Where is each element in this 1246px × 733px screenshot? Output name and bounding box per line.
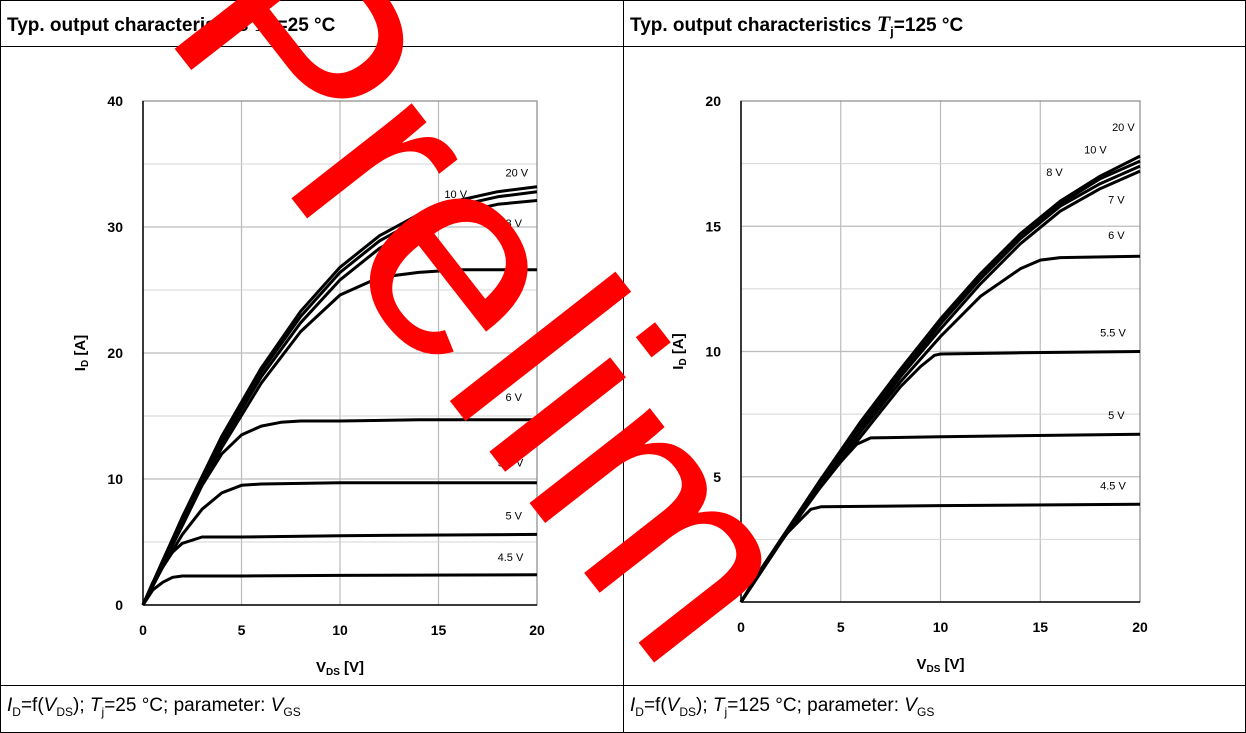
header-left-suffix: =25 °C	[276, 15, 336, 36]
caption-right-tsub: j	[724, 704, 728, 719]
left-chart-xtick-label-1: 5	[238, 622, 246, 638]
left-chart-series-label-6: 5 V	[505, 510, 522, 522]
right-chart-ytick-label-3: 15	[705, 218, 721, 234]
caption-right-isub: D	[635, 704, 644, 719]
header-left-prefix: Typ. output characteristics	[7, 15, 254, 36]
left-chart-xtick-label-2: 10	[332, 622, 348, 638]
caption-right-cell: ID=f(VDS); Tj=125 °C; parameter: VGS	[623, 685, 1246, 733]
caption-right-p: V	[904, 695, 917, 716]
caption-left-mid2: );	[73, 695, 90, 716]
right-chart-xtick-label-4: 20	[1132, 619, 1148, 635]
right-chart-ytick-label-2: 10	[705, 344, 721, 360]
left-chart-series-label-1: 10 V	[444, 189, 467, 201]
left-chart-series-line-4	[141, 418, 537, 606]
left-chart-series-label-3: 7 V	[505, 247, 522, 259]
right-chart-y-axis-label: ID [A]	[670, 333, 689, 369]
header-right-cell: Typ. output characteristics Tj=125 °C	[623, 0, 1246, 47]
left-chart-xtick-label-3: 15	[431, 622, 447, 638]
header-right-subscript: j	[890, 23, 894, 39]
output-characteristics-chart-25c: 0 5 10 15 20 0 10 20 30 40 VDS [V] ID [A] 20 V 10 V 8 …	[72, 93, 545, 678]
left-chart-series-label-4: 6 V	[505, 392, 522, 404]
right-chart-series-label-0: 20 V	[1112, 122, 1135, 134]
right-chart-series-label-3: 7 V	[1108, 195, 1125, 207]
header-right-suffix: =125 °C	[893, 15, 964, 36]
right-chart-series-line-7	[739, 502, 1141, 603]
left-chart-series-line-6	[141, 532, 538, 606]
caption-right-i: I	[630, 695, 636, 716]
left-chart-ytick-label-4: 40	[107, 93, 123, 109]
caption-left-cell: ID=f(VDS); Tj=25 °C; parameter: VGS	[0, 685, 624, 733]
left-chart-series-label-7: 4.5 V	[498, 552, 524, 564]
right-chart-series-label-7: 4.5 V	[1100, 480, 1126, 492]
left-chart-x-axis-label: VDS [V]	[316, 659, 364, 678]
right-chart-series-label-1: 10 V	[1084, 145, 1107, 157]
header-right-prefix: Typ. output characteristics	[630, 15, 877, 36]
right-chart-xtick-label-0: 0	[737, 619, 745, 635]
right-chart-x-axis-label: VDS [V]	[916, 656, 964, 675]
right-chart-xtick-label-2: 10	[933, 619, 949, 635]
caption-right-vsub: DS	[679, 704, 697, 719]
left-chart-series-label-0: 20 V	[505, 168, 528, 180]
right-chart-series-label-4: 6 V	[1108, 230, 1125, 242]
right-chart-series-label-5: 5.5 V	[1100, 327, 1126, 339]
caption-left-mid1: =f(	[20, 695, 44, 716]
left-chart-ytick-label-0: 0	[115, 597, 123, 613]
left-chart-series-label-5: 5.5 V	[498, 457, 524, 469]
header-right-symbol: T	[876, 11, 891, 36]
output-characteristics-chart-125c: 0 5 10 15 20 0 5 10 15 20 VDS [V] ID [A] 20 V 10 V 8 V…	[670, 93, 1148, 675]
caption-left-p: V	[270, 695, 284, 716]
right-chart-ytick-label-0: 0	[713, 594, 721, 610]
right-chart-ytick-label-1: 5	[713, 469, 721, 485]
caption-right-mid2: );	[696, 695, 713, 716]
caption-left-v: V	[43, 695, 57, 716]
caption-right-t: T	[712, 695, 725, 716]
caption-left-psub: GS	[283, 704, 301, 719]
left-chart-ytick-label-1: 10	[107, 471, 123, 487]
caption-left-vsub: DS	[56, 704, 74, 719]
caption-right-v: V	[666, 695, 680, 716]
caption-left-t: T	[89, 695, 102, 716]
header-left-cell: Typ. output characteristics TC=25 °C	[0, 0, 624, 47]
left-chart-xtick-label-0: 0	[139, 622, 147, 638]
caption-right-mid3: =125 °C; parameter:	[727, 695, 905, 716]
right-chart-xtick-label-3: 15	[1032, 619, 1048, 635]
left-chart-series-label-2: 8 V	[505, 218, 522, 230]
right-chart-series-label-6: 5 V	[1108, 410, 1125, 422]
caption-left-tsub: j	[101, 704, 105, 719]
caption-right-psub: GS	[916, 704, 935, 719]
left-chart-series-line-3	[141, 268, 537, 606]
header-left-symbol: T	[253, 11, 268, 36]
right-chart-ytick-label-4: 20	[705, 93, 721, 109]
left-chart-series-line-7	[141, 573, 538, 606]
right-chart-xtick-label-1: 5	[837, 619, 845, 635]
caption-left-mid3: =25 °C; parameter:	[104, 695, 271, 716]
left-chart-xtick-label-4: 20	[529, 622, 545, 638]
left-chart-ytick-label-3: 30	[107, 219, 123, 235]
caption-left-i: I	[7, 695, 13, 716]
right-chart-series-label-2: 8 V	[1046, 167, 1063, 179]
caption-left-isub: D	[12, 704, 21, 719]
header-left-subscript: C	[267, 23, 277, 39]
left-chart-ytick-label-2: 20	[107, 345, 123, 361]
left-chart-y-axis-label: ID [A]	[72, 335, 91, 371]
caption-right-mid1: =f(	[643, 695, 667, 716]
